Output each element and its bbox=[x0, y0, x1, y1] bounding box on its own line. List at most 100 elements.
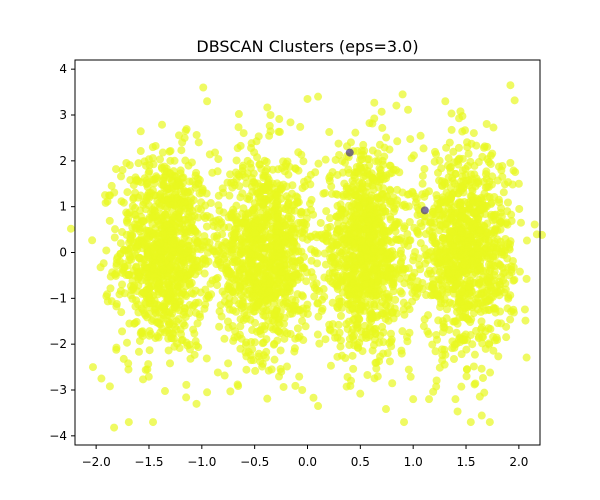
cluster-point bbox=[522, 236, 531, 245]
cluster-point bbox=[400, 310, 409, 319]
cluster-point bbox=[170, 271, 179, 280]
cluster-point bbox=[213, 273, 222, 282]
cluster-point bbox=[259, 338, 268, 347]
cluster-point bbox=[515, 204, 524, 213]
points-layer bbox=[66, 81, 546, 432]
cluster-point bbox=[122, 216, 131, 225]
cluster-point bbox=[477, 277, 486, 286]
cluster-point bbox=[182, 248, 191, 257]
cluster-point bbox=[335, 300, 344, 309]
cluster-point bbox=[474, 250, 483, 259]
cluster-point bbox=[190, 301, 199, 310]
cluster-point bbox=[429, 223, 438, 232]
cluster-point bbox=[485, 306, 494, 315]
cluster-point bbox=[342, 382, 351, 391]
cluster-point bbox=[314, 159, 323, 168]
cluster-point bbox=[445, 298, 454, 307]
cluster-point bbox=[182, 380, 191, 389]
cluster-point bbox=[360, 291, 369, 300]
cluster-point bbox=[521, 316, 530, 325]
cluster-point bbox=[124, 365, 133, 374]
cluster-point bbox=[310, 292, 319, 301]
cluster-point bbox=[356, 389, 365, 398]
cluster-point bbox=[389, 278, 398, 287]
cluster-point bbox=[470, 170, 479, 179]
cluster-point bbox=[481, 170, 490, 179]
cluster-point bbox=[344, 230, 353, 239]
cluster-point bbox=[343, 142, 351, 151]
cluster-point bbox=[175, 306, 184, 315]
cluster-point bbox=[457, 183, 466, 192]
cluster-point bbox=[399, 298, 408, 307]
cluster-point bbox=[438, 317, 447, 326]
cluster-point bbox=[353, 320, 362, 329]
cluster-point bbox=[235, 182, 244, 191]
cluster-point bbox=[124, 359, 133, 368]
cluster-point bbox=[379, 349, 388, 358]
cluster-point bbox=[202, 354, 211, 363]
cluster-point bbox=[176, 280, 185, 289]
cluster-point bbox=[242, 338, 251, 347]
cluster-point bbox=[428, 340, 437, 349]
cluster-point bbox=[303, 175, 312, 184]
cluster-point bbox=[483, 228, 492, 237]
cluster-point bbox=[111, 225, 120, 234]
cluster-point bbox=[181, 204, 190, 213]
cluster-point bbox=[447, 214, 456, 223]
cluster-point bbox=[382, 227, 391, 236]
cluster-point bbox=[504, 294, 513, 303]
cluster-point bbox=[420, 164, 429, 173]
cluster-point bbox=[477, 364, 486, 373]
cluster-point bbox=[153, 284, 162, 293]
cluster-point bbox=[291, 247, 300, 256]
cluster-point bbox=[359, 140, 368, 149]
cluster-point bbox=[386, 215, 395, 224]
cluster-point bbox=[400, 418, 409, 427]
cluster-point bbox=[239, 204, 248, 213]
cluster-point bbox=[196, 288, 205, 297]
cluster-point bbox=[373, 149, 382, 158]
cluster-point bbox=[494, 352, 503, 361]
cluster-point bbox=[434, 168, 443, 177]
cluster-point bbox=[152, 277, 161, 286]
cluster-point bbox=[158, 289, 167, 298]
cluster-point bbox=[492, 333, 501, 342]
cluster-point bbox=[482, 243, 491, 252]
cluster-point bbox=[139, 217, 148, 226]
cluster-point bbox=[164, 334, 173, 343]
cluster-point bbox=[372, 282, 381, 291]
cluster-point bbox=[515, 267, 524, 276]
cluster-point bbox=[105, 216, 114, 225]
cluster-point bbox=[273, 192, 282, 201]
y-tick-label: 2 bbox=[59, 154, 67, 168]
cluster-point bbox=[352, 163, 361, 172]
cluster-point bbox=[499, 188, 508, 197]
cluster-point bbox=[537, 230, 546, 239]
cluster-point bbox=[248, 266, 257, 275]
cluster-point bbox=[275, 115, 284, 124]
cluster-point bbox=[226, 170, 235, 179]
cluster-point bbox=[112, 165, 121, 174]
cluster-point bbox=[200, 269, 209, 278]
cluster-point bbox=[122, 271, 131, 280]
cluster-point bbox=[160, 173, 169, 182]
cluster-point bbox=[369, 202, 378, 211]
cluster-point bbox=[102, 246, 111, 255]
cluster-point bbox=[199, 255, 208, 264]
cluster-point bbox=[405, 328, 414, 337]
cluster-point bbox=[352, 295, 361, 304]
cluster-point bbox=[157, 214, 166, 223]
cluster-point bbox=[336, 311, 345, 320]
cluster-point bbox=[449, 243, 458, 252]
cluster-point bbox=[388, 379, 397, 388]
cluster-point bbox=[506, 158, 515, 167]
cluster-point bbox=[400, 200, 409, 209]
cluster-point bbox=[468, 340, 477, 349]
cluster-point bbox=[260, 184, 269, 193]
cluster-point bbox=[331, 333, 340, 342]
cluster-point bbox=[382, 133, 391, 142]
x-tick-label: 1.5 bbox=[456, 455, 475, 469]
cluster-point bbox=[155, 220, 164, 229]
cluster-point bbox=[180, 228, 189, 237]
